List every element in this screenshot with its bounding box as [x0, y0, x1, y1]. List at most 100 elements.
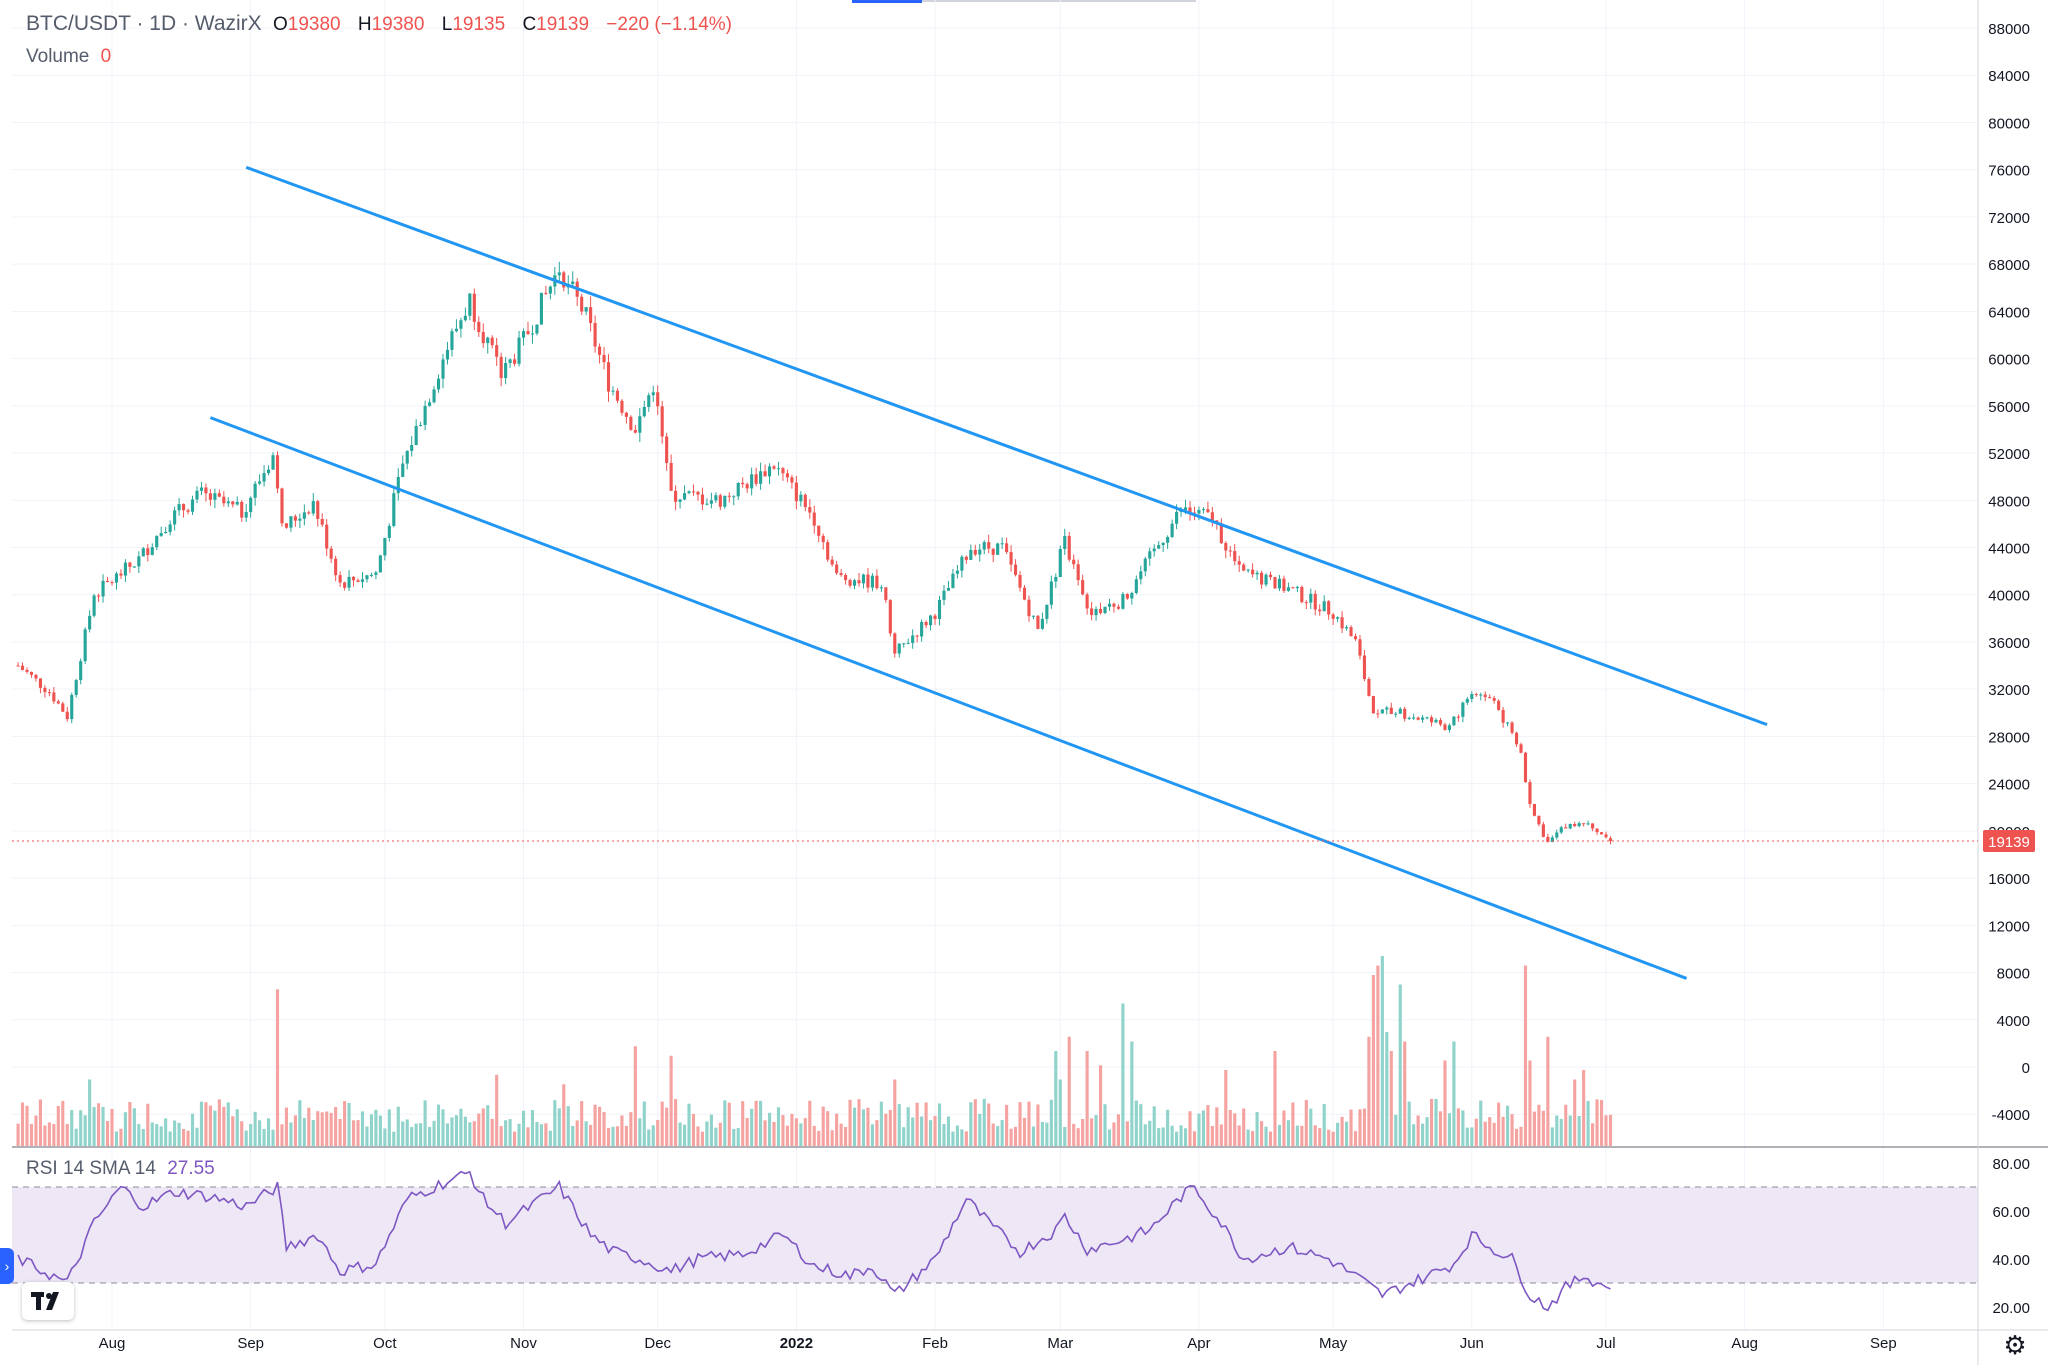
settings-gear-icon[interactable]: ⚙	[2003, 1329, 2027, 1360]
volume-bar	[423, 1100, 427, 1146]
volume-bar	[1295, 1125, 1299, 1146]
candle-body	[1233, 551, 1237, 562]
volume-bar	[396, 1106, 400, 1146]
volume-bar	[1291, 1102, 1295, 1146]
volume-bar	[159, 1126, 163, 1146]
volume-bar	[1398, 984, 1402, 1146]
candle-body	[240, 501, 244, 518]
volume-bar	[674, 1099, 678, 1146]
rsi-legend[interactable]: RSI 14 SMA 14 27.55	[26, 1158, 221, 1180]
volume-bar	[1058, 1079, 1062, 1146]
candle-body	[620, 400, 624, 413]
candle-body	[1523, 752, 1528, 783]
candle-body	[1072, 559, 1076, 565]
volume-bar	[1380, 956, 1384, 1146]
candle-body	[1452, 716, 1456, 726]
volume-bar	[1318, 1128, 1322, 1146]
tradingview-logo-glyph	[31, 1292, 59, 1310]
candle-body	[1429, 717, 1434, 723]
candle-body	[535, 324, 539, 334]
candle-body	[423, 405, 427, 425]
volume-bar	[199, 1101, 204, 1146]
candle-body	[544, 292, 548, 294]
candle-body	[177, 504, 181, 511]
volume-bar	[1031, 1126, 1036, 1146]
candle-body	[410, 445, 414, 451]
volume-bar	[1242, 1108, 1246, 1146]
tradingview-logo-icon[interactable]	[22, 1282, 74, 1320]
volume-bar	[1094, 1115, 1098, 1146]
candle-body	[548, 286, 552, 294]
candle-body	[861, 574, 866, 584]
candle-body	[463, 315, 467, 321]
volume-bar	[593, 1104, 597, 1146]
candle-body	[964, 556, 968, 560]
channel-trendline[interactable]	[209, 416, 1688, 980]
candle-body	[1295, 586, 1299, 589]
candle-body	[665, 436, 669, 463]
candle-body	[875, 575, 879, 589]
candle-body	[723, 495, 727, 507]
candle-body	[557, 272, 561, 276]
volume-bar	[964, 1131, 968, 1146]
candle-body	[208, 493, 212, 500]
candle-body	[513, 359, 517, 364]
candle-body	[1456, 716, 1460, 718]
candle-body	[1206, 509, 1210, 513]
volume-bar	[316, 1111, 320, 1146]
volume-bar	[844, 1127, 848, 1146]
candle-body	[1331, 614, 1335, 619]
candle-body	[1139, 571, 1143, 580]
candle-body	[1497, 700, 1501, 710]
volume-label: Volume	[26, 46, 90, 67]
volume-bar	[459, 1108, 463, 1146]
volume-bar	[249, 1124, 253, 1146]
candle-body	[88, 615, 92, 630]
volume-bar	[1309, 1108, 1313, 1146]
price-tick-label: 4000	[1997, 1013, 2030, 1030]
volume-bar	[1192, 1131, 1197, 1146]
volume-bar	[1336, 1122, 1340, 1146]
volume-bar	[432, 1120, 436, 1146]
candle-body	[1541, 824, 1545, 837]
volume-bar	[1434, 1098, 1438, 1146]
candle-body	[1385, 707, 1389, 710]
candle-body	[34, 674, 38, 679]
chevron-right-icon[interactable]: ›	[0, 1248, 14, 1284]
candle-body	[29, 671, 34, 675]
candle-body	[97, 595, 101, 597]
volume-bar	[763, 1120, 767, 1146]
candle-body	[879, 587, 883, 589]
candle-body	[307, 512, 311, 514]
price-tick-label: 16000	[1988, 871, 2030, 888]
volume-bar	[1107, 1129, 1112, 1146]
volume-bar	[714, 1127, 718, 1146]
volume-bar	[767, 1112, 772, 1146]
volume-bar	[987, 1103, 991, 1146]
volume-bar	[1608, 1114, 1613, 1146]
volume-bar	[875, 1120, 879, 1146]
volume-bar	[772, 1121, 776, 1146]
volume-bar	[392, 1131, 396, 1146]
candle-body	[736, 482, 740, 497]
candle-body	[1434, 719, 1438, 723]
grid-lines	[12, 0, 1978, 1330]
candle-body	[844, 575, 848, 581]
volume-bar	[1188, 1111, 1192, 1146]
volume-legend[interactable]: Volume 0	[26, 46, 117, 68]
symbol-title[interactable]: BTC/USDT · 1D · WazirX	[26, 12, 262, 35]
candle-body	[396, 476, 400, 494]
rsi-tick-label: 80.00	[1992, 1156, 2030, 1173]
volume-bar	[262, 1128, 266, 1146]
candle-body	[1322, 601, 1326, 612]
volume-bar	[857, 1099, 861, 1146]
volume-bar	[1201, 1110, 1205, 1146]
volume-bar	[1005, 1104, 1009, 1146]
volume-bar	[861, 1109, 866, 1146]
volume-bar	[1040, 1121, 1044, 1146]
channel-trendline[interactable]	[245, 165, 1768, 727]
volume-bar	[924, 1102, 928, 1146]
price-change: −220 (−1.14%)	[606, 14, 732, 35]
rsi-tick-label: 60.00	[1992, 1204, 2030, 1221]
